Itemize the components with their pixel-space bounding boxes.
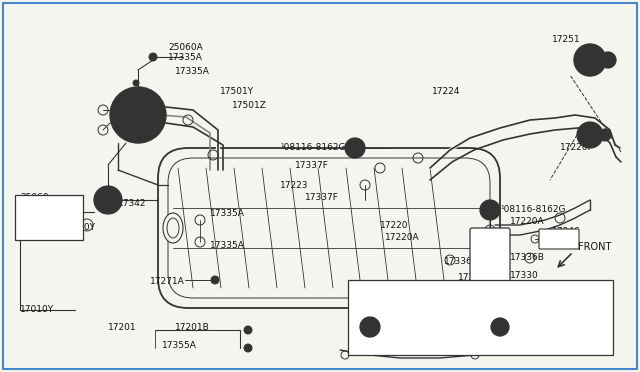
Circle shape	[145, 129, 151, 135]
FancyBboxPatch shape	[15, 195, 83, 240]
Text: 17336B: 17336B	[444, 257, 479, 266]
Circle shape	[364, 321, 376, 333]
Text: 17335A: 17335A	[210, 208, 245, 218]
Circle shape	[574, 44, 606, 76]
Circle shape	[244, 326, 252, 334]
Circle shape	[495, 322, 505, 332]
Text: 17346: 17346	[552, 228, 580, 237]
Text: A 72^0 05: A 72^0 05	[553, 343, 597, 352]
Circle shape	[118, 95, 158, 135]
Text: 17220: 17220	[380, 221, 408, 230]
Text: 17336B: 17336B	[510, 253, 545, 263]
Text: 17330: 17330	[510, 270, 539, 279]
FancyBboxPatch shape	[470, 228, 510, 282]
Text: 17337F: 17337F	[295, 160, 329, 170]
Text: 17337F: 17337F	[305, 193, 339, 202]
Circle shape	[577, 122, 603, 148]
Text: 17010Y: 17010Y	[20, 305, 54, 314]
Circle shape	[244, 344, 252, 352]
FancyBboxPatch shape	[539, 229, 579, 249]
Text: FRONT: FRONT	[578, 242, 611, 252]
Circle shape	[155, 112, 161, 118]
Circle shape	[126, 103, 150, 127]
Text: 17322: 17322	[475, 334, 504, 343]
FancyBboxPatch shape	[158, 148, 500, 308]
Text: ¹08116-8162G: ¹08116-8162G	[280, 144, 346, 153]
Text: <FROM MAY,'87>: <FROM MAY,'87>	[353, 288, 420, 296]
Circle shape	[145, 95, 151, 101]
Text: 17020Y: 17020Y	[62, 224, 96, 232]
Text: 17501Y: 17501Y	[220, 87, 254, 96]
Text: 17501Z: 17501Z	[232, 102, 267, 110]
Text: 17335A: 17335A	[175, 67, 210, 77]
Text: 17201: 17201	[108, 324, 136, 333]
Circle shape	[133, 80, 139, 86]
Circle shape	[582, 127, 598, 143]
Text: 17220A: 17220A	[385, 232, 420, 241]
Circle shape	[600, 52, 616, 68]
Ellipse shape	[163, 213, 183, 243]
Circle shape	[110, 87, 166, 143]
Circle shape	[360, 317, 380, 337]
Text: 17251: 17251	[552, 35, 580, 45]
Text: 17224: 17224	[432, 87, 460, 96]
Text: 17355A: 17355A	[162, 341, 197, 350]
Circle shape	[149, 53, 157, 61]
Text: 17336B: 17336B	[455, 347, 490, 356]
Text: 17336B: 17336B	[458, 273, 493, 282]
Circle shape	[480, 200, 500, 220]
Text: 17335A: 17335A	[168, 54, 203, 62]
Text: 17337: 17337	[418, 280, 447, 289]
Text: 25060A: 25060A	[168, 42, 203, 51]
FancyBboxPatch shape	[348, 280, 613, 355]
Text: <UP TO MAY,'87>: <UP TO MAY,'87>	[483, 288, 551, 296]
Circle shape	[345, 138, 365, 158]
Text: 17391: 17391	[538, 314, 564, 324]
Text: ¹08116-8162G: ¹08116-8162G	[500, 205, 566, 215]
Text: 17220F: 17220F	[560, 144, 594, 153]
Text: B: B	[352, 144, 358, 153]
Circle shape	[211, 276, 219, 284]
Text: 17223: 17223	[280, 180, 308, 189]
Text: 17220A: 17220A	[510, 218, 545, 227]
Text: 17342: 17342	[118, 199, 147, 208]
Circle shape	[125, 95, 131, 101]
Text: 17201B: 17201B	[175, 324, 210, 333]
Text: B: B	[487, 205, 493, 215]
Circle shape	[115, 112, 121, 118]
Text: 17326B: 17326B	[355, 347, 390, 356]
Text: 17271A: 17271A	[150, 278, 185, 286]
Circle shape	[491, 318, 509, 336]
Text: 17335A: 17335A	[210, 241, 245, 250]
Circle shape	[599, 129, 611, 141]
Text: 17391: 17391	[408, 314, 435, 324]
Text: 25060: 25060	[20, 193, 49, 202]
Circle shape	[125, 129, 131, 135]
Circle shape	[580, 50, 600, 70]
Circle shape	[94, 186, 122, 214]
Ellipse shape	[167, 218, 179, 238]
